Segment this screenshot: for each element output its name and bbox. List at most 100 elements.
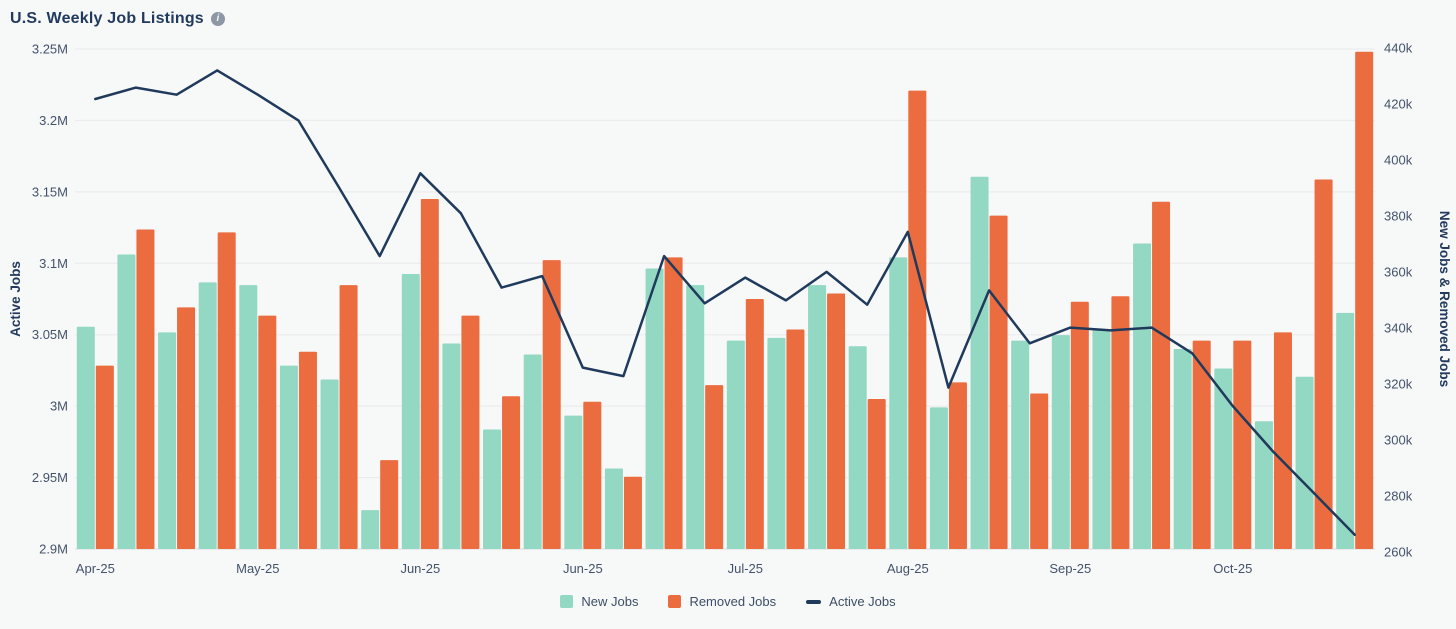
right-axis-tick: 280k: [1384, 489, 1413, 504]
new-jobs-bar[interactable]: [1254, 421, 1273, 549]
x-axis-tick: Sep-25: [1049, 561, 1091, 576]
new-jobs-bar[interactable]: [726, 340, 745, 549]
right-axis-tick: 340k: [1384, 321, 1413, 336]
removed-jobs-bar[interactable]: [908, 90, 927, 550]
active-jobs-dash-icon: [806, 599, 822, 604]
right-axis-tick: 380k: [1384, 209, 1413, 224]
new-jobs-bar[interactable]: [808, 285, 827, 549]
new-jobs-bar[interactable]: [239, 285, 258, 549]
chart-legend: New Jobs Removed Jobs Active Jobs: [0, 594, 1456, 609]
right-axis-tick: 360k: [1384, 265, 1413, 280]
removed-jobs-swatch-icon: [668, 595, 682, 608]
legend-label: Active Jobs: [829, 594, 896, 609]
removed-jobs-bar[interactable]: [786, 329, 805, 549]
left-axis-tick: 2.95M: [32, 470, 68, 485]
x-axis-tick: Jul-25: [728, 561, 763, 576]
removed-jobs-bar[interactable]: [867, 399, 886, 549]
removed-jobs-bar[interactable]: [948, 382, 967, 549]
info-icon[interactable]: i: [210, 12, 225, 26]
removed-jobs-bar[interactable]: [420, 199, 439, 549]
removed-jobs-bar[interactable]: [1152, 201, 1171, 549]
removed-jobs-bar[interactable]: [705, 385, 724, 549]
removed-jobs-bar[interactable]: [1030, 393, 1049, 549]
new-jobs-bar[interactable]: [158, 332, 177, 549]
new-jobs-bar[interactable]: [117, 254, 136, 550]
left-axis-tick: 3.1M: [39, 256, 68, 271]
removed-jobs-bar[interactable]: [989, 215, 1008, 549]
removed-jobs-bar[interactable]: [745, 299, 764, 549]
new-jobs-bar[interactable]: [198, 282, 217, 549]
new-jobs-bar[interactable]: [889, 257, 908, 549]
new-jobs-bar[interactable]: [1011, 340, 1030, 549]
new-jobs-bar[interactable]: [929, 407, 948, 549]
bars: [76, 51, 1374, 550]
legend-item-removed-jobs[interactable]: Removed Jobs: [668, 594, 776, 609]
new-jobs-swatch-icon: [560, 595, 574, 608]
new-jobs-bar[interactable]: [523, 354, 542, 549]
x-axis-tick: Jun-25: [400, 561, 440, 576]
removed-jobs-bar[interactable]: [1355, 51, 1374, 550]
new-jobs-bar[interactable]: [1295, 376, 1314, 549]
new-jobs-bar[interactable]: [320, 379, 339, 549]
new-jobs-bar[interactable]: [970, 176, 989, 549]
legend-label: New Jobs: [581, 594, 639, 609]
removed-jobs-bar[interactable]: [95, 365, 114, 549]
new-jobs-bar[interactable]: [686, 285, 705, 549]
legend-item-active-jobs[interactable]: Active Jobs: [806, 594, 896, 609]
right-axis-tick: 400k: [1384, 153, 1413, 168]
removed-jobs-bar[interactable]: [1273, 332, 1292, 549]
new-jobs-bar[interactable]: [564, 415, 583, 549]
removed-jobs-bar[interactable]: [583, 401, 602, 549]
active-jobs-line-layer: [94, 69, 1356, 536]
removed-jobs-bar[interactable]: [1111, 296, 1130, 549]
removed-jobs-bar[interactable]: [298, 351, 317, 549]
active-jobs-line[interactable]: [94, 69, 1356, 536]
new-jobs-bar[interactable]: [442, 343, 461, 549]
x-axis-tick: May-25: [236, 561, 279, 576]
left-axis-tick: 3M: [50, 399, 68, 414]
new-jobs-bar[interactable]: [279, 365, 298, 549]
x-axis-tick: Oct-25: [1213, 561, 1252, 576]
new-jobs-bar[interactable]: [401, 274, 420, 549]
left-axis-tick: 3.2M: [39, 113, 68, 128]
new-jobs-bar[interactable]: [645, 268, 664, 549]
new-jobs-bar[interactable]: [1133, 243, 1152, 549]
new-jobs-bar[interactable]: [1336, 312, 1355, 549]
new-jobs-bar[interactable]: [1214, 368, 1233, 549]
left-axis-tick: 3.15M: [32, 184, 68, 199]
axis-labels: 3.25M 3.2M 3.15M 3.1M 3.05M 3M 2.95M 2.9M 440k 42…: [32, 41, 1413, 577]
left-axis-tick: 2.9M: [39, 542, 68, 557]
removed-jobs-bar[interactable]: [1314, 179, 1333, 550]
removed-jobs-bar[interactable]: [623, 476, 642, 549]
removed-jobs-bar[interactable]: [461, 315, 480, 549]
removed-jobs-bar[interactable]: [1192, 340, 1211, 549]
left-axis-title: Active Jobs: [8, 261, 23, 337]
removed-jobs-bar[interactable]: [339, 285, 358, 549]
new-jobs-bar[interactable]: [1092, 329, 1111, 549]
removed-jobs-bar[interactable]: [1233, 340, 1252, 549]
removed-jobs-bar[interactable]: [827, 293, 846, 549]
removed-jobs-bar[interactable]: [136, 229, 155, 550]
removed-jobs-bar[interactable]: [664, 257, 683, 549]
new-jobs-bar[interactable]: [483, 429, 502, 549]
new-jobs-bar[interactable]: [1173, 349, 1192, 549]
left-axis-tick: 3.25M: [32, 42, 68, 57]
new-jobs-bar[interactable]: [1051, 335, 1070, 549]
new-jobs-bar[interactable]: [767, 337, 786, 549]
removed-jobs-bar[interactable]: [258, 315, 277, 549]
removed-jobs-bar[interactable]: [1070, 301, 1089, 549]
removed-jobs-bar[interactable]: [502, 396, 521, 549]
new-jobs-bar[interactable]: [848, 346, 867, 549]
x-axis-tick: Apr-25: [76, 561, 115, 576]
right-axis-tick: 320k: [1384, 377, 1413, 392]
page-title: U.S. Weekly Job Listings: [10, 10, 204, 27]
legend-item-new-jobs[interactable]: New Jobs: [560, 594, 638, 609]
removed-jobs-bar[interactable]: [542, 260, 561, 549]
new-jobs-bar[interactable]: [361, 510, 380, 549]
removed-jobs-bar[interactable]: [380, 460, 399, 549]
removed-jobs-bar[interactable]: [217, 232, 236, 550]
right-axis-tick: 420k: [1384, 97, 1413, 112]
new-jobs-bar[interactable]: [76, 326, 95, 549]
new-jobs-bar[interactable]: [604, 468, 623, 549]
removed-jobs-bar[interactable]: [177, 307, 196, 549]
